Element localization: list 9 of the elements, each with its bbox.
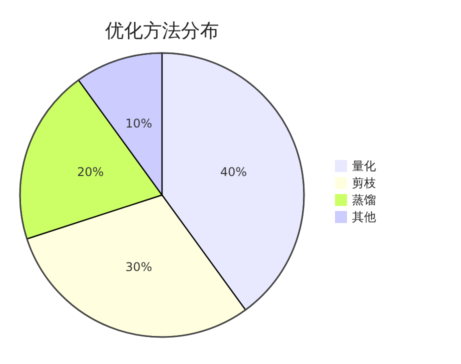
legend-label: 剪枝 [352,176,376,190]
data-label: 20% [77,164,104,179]
legend-label: 量化 [352,159,376,173]
legend-label: 其他 [352,210,376,224]
data-label: 30% [125,260,152,274]
legend-label: 蒸馏 [352,193,376,207]
chart-title: 优化方法分布 [105,20,219,42]
data-label: 40% [220,164,247,179]
data-label: 10% [125,116,152,131]
